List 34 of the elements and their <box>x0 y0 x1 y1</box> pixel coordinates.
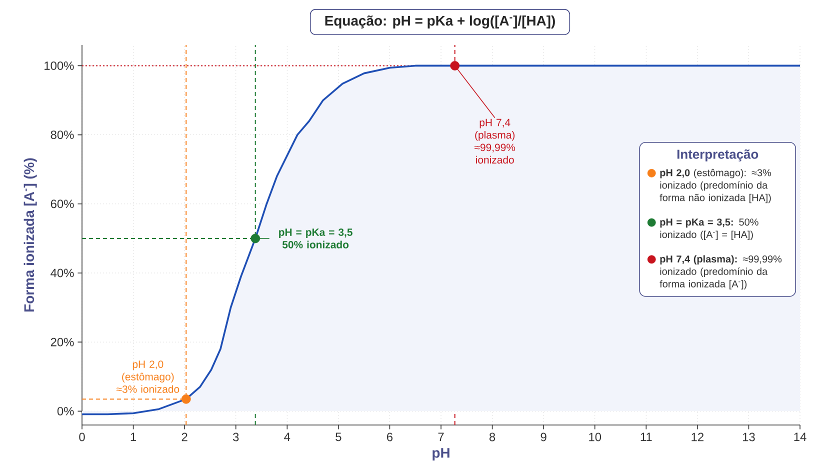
annotation: pH 7,4 (plasma) ≈99,99% ionizado <box>474 118 516 164</box>
annotation: pH = pKa = 3,5 50% ionizado <box>279 228 352 248</box>
chart-title: Equação: pH = pKa + log([A$^{-}$]/[HA]) <box>325 15 555 29</box>
point <box>181 394 191 404</box>
y-tick-label: 100% <box>44 61 74 70</box>
x-tick-label: 0 <box>79 432 85 442</box>
legend-label: pH 7,4 (plasma): ≈99,99% ionizado (predomínio da forma ionizada [A$^{-}$]) <box>660 255 782 290</box>
y-tick-label: 20% <box>50 338 74 346</box>
x-tick-label: 10 <box>589 432 602 442</box>
x-axis-title: pH <box>432 448 450 461</box>
annotation: pH 2,0 (estômago) ≈3% ionizado <box>116 360 180 393</box>
x-tick-label: 7 <box>438 432 444 441</box>
point <box>450 61 460 70</box>
y-tick-label: 40% <box>50 268 74 278</box>
x-tick-label: 9 <box>540 432 546 442</box>
x-tick-label: 2 <box>182 432 188 442</box>
x-tick-label: 14 <box>794 432 806 441</box>
x-tick-label: 11 <box>640 432 652 441</box>
x-tick-label: 1 <box>130 432 136 441</box>
x-tick-label: 4 <box>284 432 290 441</box>
y-tick-label: 80% <box>50 130 74 140</box>
point <box>250 234 260 244</box>
x-tick-label: 6 <box>387 432 393 442</box>
x-tick-label: 8 <box>489 432 496 442</box>
y-tick-label: 0% <box>57 406 74 416</box>
y-tick-label: 60% <box>50 200 74 208</box>
y-axis-title: Forma ionizada [A$^{-}$] (%) <box>24 158 37 312</box>
x-tick-label: 5 <box>336 432 342 442</box>
x-tick-label: 12 <box>692 432 704 442</box>
text: pH = pKa = 3,5: 50% ionizado ([A$^{-}$] = [HA]) <box>660 218 758 240</box>
legend-title: Interpretação <box>677 149 758 162</box>
x-tick-label: 13 <box>742 432 755 442</box>
legend-label: pH 2,0 (estômago): ≈3% ionizado (predomínio da forma não ionizada [HA]) <box>660 168 772 204</box>
x-tick-label: 3 <box>232 432 239 442</box>
